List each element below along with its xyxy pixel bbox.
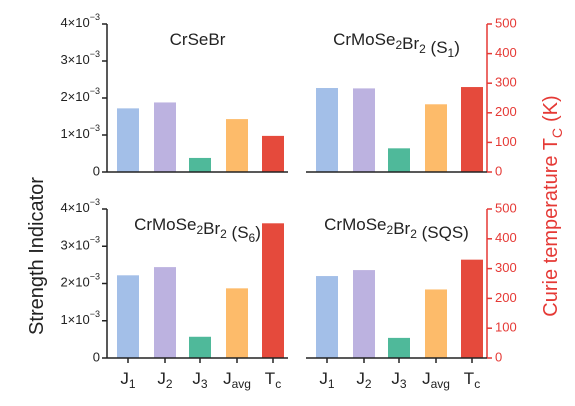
right-tick-label: 300 [495, 75, 517, 90]
x-tick-label-j2: J2 [157, 369, 173, 391]
bar-j3 [189, 336, 211, 358]
right-tick-label: 200 [495, 290, 517, 305]
bar-javg [226, 288, 248, 358]
bar-j3 [388, 337, 410, 358]
left-tick-label: 0 [93, 349, 100, 364]
bar-javg [425, 289, 447, 358]
left-tick-label: 0 [93, 163, 100, 178]
x-tick-label-tc: Tc [265, 369, 281, 391]
x-tick-label-tc: Tc [464, 369, 480, 391]
right-axis-label-main: Curie temperature T [540, 138, 562, 317]
right-tick-label: 200 [495, 104, 517, 119]
right-tick-label: 100 [495, 134, 517, 149]
bar-j1 [316, 88, 338, 172]
bar-javg [226, 119, 248, 172]
right-tick-label: 0 [495, 349, 502, 364]
left-tick-label: 3×10−3 [60, 49, 100, 67]
left-tick-label: 3×10−3 [60, 235, 100, 253]
right-tick-label: 500 [495, 15, 517, 30]
right-tick-label: 0 [495, 163, 502, 178]
bar-tc [262, 135, 284, 172]
right-axis-label-unit: (K) [540, 95, 562, 122]
bar-javg [425, 104, 447, 172]
right-tick-label: 400 [495, 45, 517, 60]
left-tick-label: 4×10−3 [60, 12, 100, 30]
left-tick-label: 2×10−3 [60, 86, 100, 104]
x-tick-label-j3: J3 [192, 369, 208, 391]
x-tick-label-j1: J1 [319, 369, 335, 391]
bars-layer [117, 87, 483, 358]
bar-tc [461, 259, 483, 358]
panel-title: CrMoSe2Br2 (S1) [333, 30, 460, 60]
bar-j3 [388, 148, 410, 172]
panel-title: CrSeBr [170, 30, 226, 49]
bar-j2 [154, 102, 176, 172]
x-tick-label-javg: Javg [223, 369, 251, 391]
x-tick-label-javg: Javg [422, 369, 450, 391]
panel-title: CrMoSe2Br2 (S6) [134, 215, 261, 245]
panel-title: CrMoSe2Br2 (SQS) [324, 215, 469, 242]
left-tick-label: 1×10−3 [60, 123, 100, 141]
bar-j1 [117, 108, 139, 172]
x-tick-label-j1: J1 [120, 369, 136, 391]
bar-j2 [353, 270, 375, 358]
x-tick-label-j2: J2 [356, 369, 372, 391]
bar-j1 [117, 275, 139, 358]
left-tick-label: 4×10−3 [60, 197, 100, 215]
right-axis-label: Curie temperature TC (K) [540, 95, 565, 316]
left-axis-label: Strength Indicator [26, 177, 48, 335]
right-tick-label: 400 [495, 230, 517, 245]
text-layer: 0 1×10−3 2×10−3 3×10−3 4×10−3 CrSeBr 0 100 200 30… [60, 12, 516, 391]
bar-tc [262, 223, 284, 358]
left-tick-label: 2×10−3 [60, 272, 100, 290]
bar-j2 [154, 267, 176, 358]
right-tick-label: 100 [495, 320, 517, 335]
bar-tc [461, 87, 483, 172]
right-axis-label-sub: C [549, 128, 565, 138]
bar-j1 [316, 276, 338, 358]
right-tick-label: 500 [495, 200, 517, 215]
bar-j3 [189, 157, 211, 172]
axes-layer [102, 23, 492, 363]
right-tick-label: 300 [495, 260, 517, 275]
left-tick-label: 1×10−3 [60, 309, 100, 327]
x-tick-label-j3: J3 [391, 369, 407, 391]
bar-j2 [353, 88, 375, 172]
